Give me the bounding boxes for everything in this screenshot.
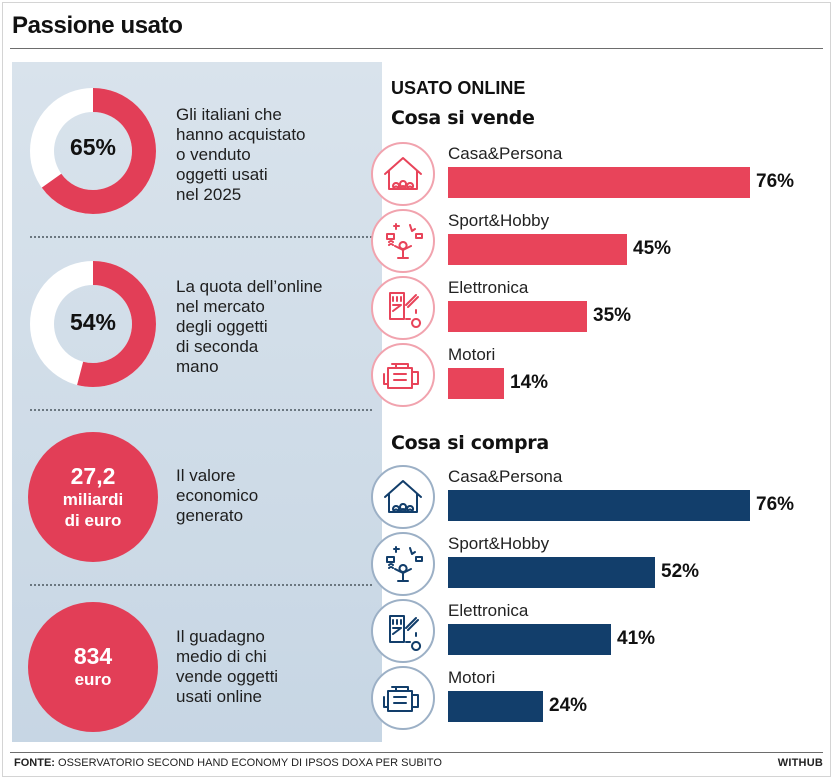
bar-value-label: 41% [617,628,656,649]
bar-category-label: Casa&Persona [448,144,563,163]
dotted-divider [30,236,372,238]
donut-arc [30,88,156,214]
stat-online-share: 54% La quota dell’online nel mercato deg… [12,240,382,410]
bar-value-label: 52% [661,561,700,582]
value-number: 834 [73,643,113,669]
stat-description: Il guadagno medio di chi vende oggetti u… [176,627,279,706]
stat-description: La quota dell’online nel mercato degli o… [176,277,323,376]
engine-icon [370,342,436,408]
value-unit-1: miliardi [62,489,124,509]
hobby-person-icon [370,531,436,597]
brand-label: WITHUB [777,757,823,769]
donut-arc [30,261,156,387]
bar-category-label: Elettronica [448,278,529,297]
title-divider [10,48,823,49]
value-circle: 834 euro [28,602,158,732]
page-title: Passione usato [12,12,183,39]
value-number: 27,2 [70,462,116,489]
engine-icon [370,665,436,731]
value-unit: euro [74,670,112,689]
footer-divider [10,752,823,753]
source-note: FONTE: OSSERVATORIO SECOND HAND ECONOMY … [14,757,442,769]
bar-value-label: 14% [510,372,549,393]
bar-category-label: Sport&Hobby [448,534,550,553]
bar-category-label: Motori [448,345,496,364]
electronics-circuit-icon [370,598,436,664]
bar-category-label: Sport&Hobby [448,211,550,230]
donut-value: 65% [69,134,117,160]
bar [448,490,750,521]
bar-value-label: 45% [633,238,672,259]
buy-chart-title: Cosa si compra [391,432,549,454]
stat-description: Il valore economico generato [176,466,259,525]
stat-online-usage: 65% Gli italiani che hanno acquistato o … [12,62,382,232]
bar-category-label: Casa&Persona [448,467,563,486]
stat-average-earnings: 834 euro Il guadagno medio di chi vende … [12,587,382,742]
hobby-person-icon [370,208,436,274]
bar [448,624,611,655]
left-stats-panel: 65% Gli italiani che hanno acquistato o … [12,62,382,742]
bar-value-label: 76% [756,171,795,192]
dotted-divider [30,409,372,411]
bar [448,234,627,265]
bar-category-label: Elettronica [448,601,529,620]
dotted-divider [30,584,372,586]
bar-value-label: 35% [593,305,632,326]
house-family-icon [370,464,436,530]
bar [448,691,543,722]
electronics-circuit-icon [370,275,436,341]
stat-description: Gli italiani che hanno acquistato o vend… [176,105,306,204]
value-unit-2: di euro [64,510,122,530]
bar-value-label: 76% [756,494,795,515]
value-circle: 27,2 miliardi di euro [28,432,158,562]
bar [448,368,504,399]
sell-chart-title: Cosa si vende [391,107,535,129]
bar [448,167,750,198]
bar-category-label: Motori [448,668,496,687]
donut-chart-65 [30,88,156,214]
bar [448,557,655,588]
bar [448,301,587,332]
bar-value-label: 24% [549,695,588,716]
donut-value: 54% [69,309,117,335]
house-family-icon [370,141,436,207]
donut-chart-54 [30,261,156,387]
stat-economic-value: 27,2 miliardi di euro Il valore economic… [12,412,382,584]
section-heading: USATO ONLINE [391,78,526,98]
